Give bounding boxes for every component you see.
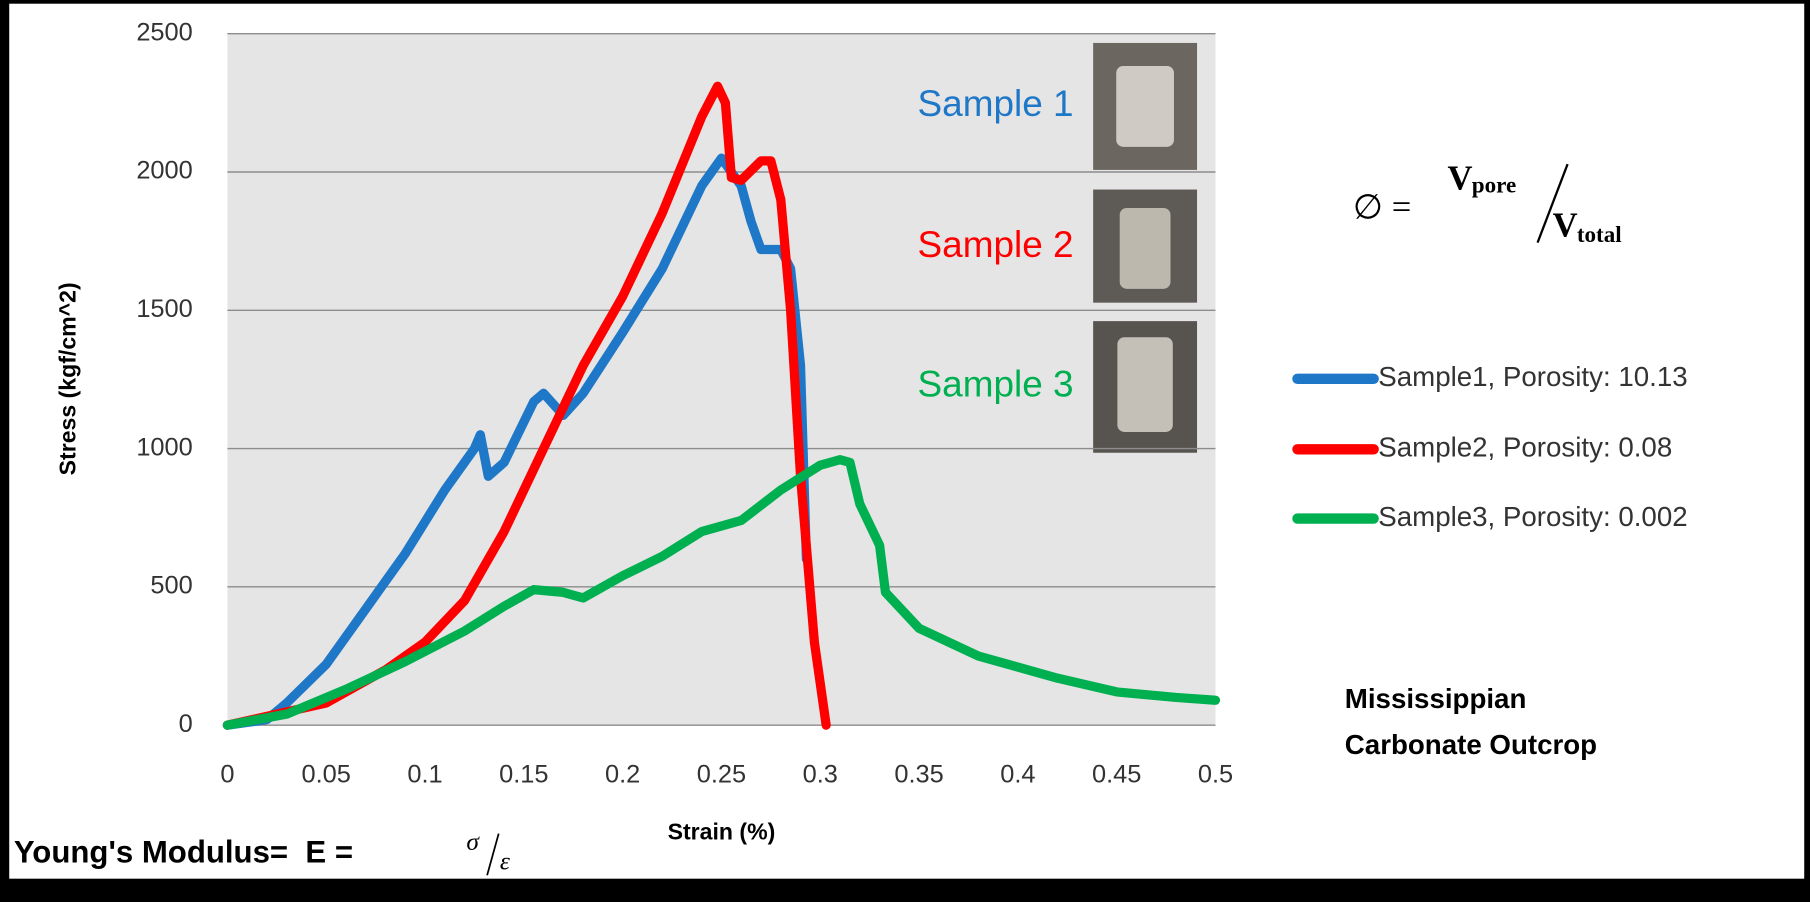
sample-label: Sample 3: [918, 364, 1074, 405]
y-tick-label: 2500: [136, 18, 192, 46]
sample-core: [1117, 337, 1173, 432]
x-tick-label: 0.2: [605, 761, 640, 789]
region-label: Mississippian Carbonate Outcrop: [1345, 683, 1597, 760]
legend-label: Sample3, Porosity: 0.002: [1378, 501, 1687, 532]
x-tick-label: 0.15: [499, 761, 548, 789]
x-axis-title: Strain (%): [668, 819, 776, 845]
youngs-slash: [486, 833, 500, 876]
sample-label: Sample 1: [918, 83, 1074, 124]
legend-label: Sample1, Porosity: 10.13: [1378, 361, 1687, 392]
series-line: [222, 81, 831, 730]
x-tick-label: 0.1: [407, 761, 442, 789]
x-tick-label: 0.45: [1092, 761, 1141, 789]
series-line: [222, 455, 1221, 730]
youngs-modulus: Young's Modulus= E = σ ε: [14, 828, 510, 876]
formula-denominator-sub: total: [1577, 221, 1622, 247]
formula-lhs: ∅ =: [1353, 188, 1411, 226]
sample-core: [1116, 66, 1174, 147]
plot-area: [227, 33, 1216, 726]
y-tick-label: 0: [179, 710, 193, 738]
youngs-denominator: ε: [500, 848, 510, 876]
y-tick-label: 1500: [136, 295, 192, 323]
y-tick-label: 500: [150, 572, 192, 600]
x-tick-label: 0.5: [1198, 761, 1233, 789]
y-tick-label: 2000: [136, 157, 192, 185]
x-tick-label: 0: [220, 761, 234, 789]
plot: [222, 33, 1221, 730]
x-tick-label: 0.25: [697, 761, 746, 789]
y-tick-label: 1000: [136, 433, 192, 461]
formula-numerator: V: [1448, 159, 1473, 197]
youngs-lhs: Young's Modulus= E =: [14, 835, 362, 870]
formula-slash: [1536, 163, 1569, 244]
x-tick-label: 0.4: [1000, 761, 1035, 789]
x-tick-label: 0.3: [803, 761, 838, 789]
sample-label: Sample 2: [918, 224, 1074, 265]
formula-numerator-sub: pore: [1472, 172, 1516, 198]
porosity-formula: ∅ = V pore V total: [1353, 159, 1622, 247]
formula-denominator: V: [1553, 207, 1578, 245]
y-axis-title: Stress (kgf/cm^2): [54, 282, 80, 475]
series-line: [222, 153, 812, 730]
youngs-numerator: σ: [466, 828, 480, 856]
legend-label: Sample2, Porosity: 0.08: [1378, 432, 1672, 463]
x-tick-label: 0.05: [302, 761, 351, 789]
x-tick-label: 0.35: [894, 761, 943, 789]
sample-core: [1119, 208, 1171, 289]
